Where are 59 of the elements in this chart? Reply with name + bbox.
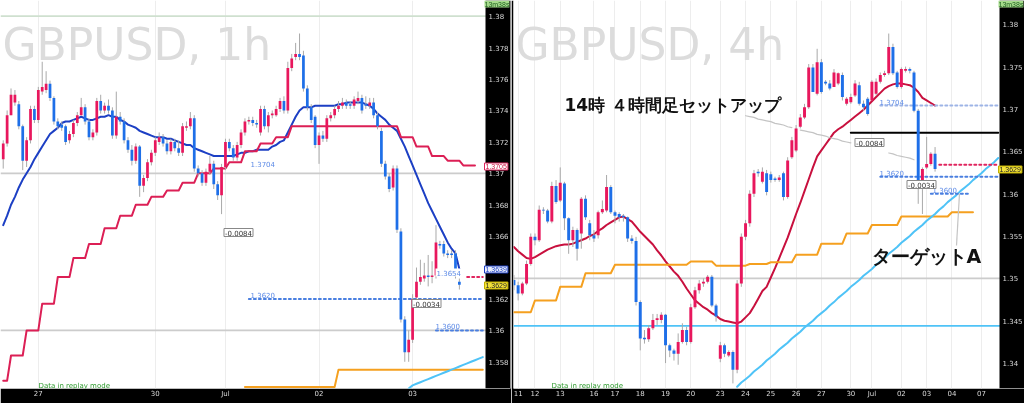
candlestick (765, 169, 769, 196)
candlestick (407, 329, 411, 363)
candlestick (584, 194, 587, 221)
candlestick (651, 313, 655, 331)
candlestick (114, 91, 118, 140)
candlestick (744, 219, 748, 241)
annotation: 14時 ４時間足セットアップ (564, 94, 783, 115)
candlestick (571, 226, 575, 248)
candlestick (773, 176, 777, 183)
candlestick (153, 136, 157, 157)
candlestick (558, 166, 562, 203)
candlestick (685, 326, 689, 346)
candlestick (731, 349, 735, 384)
candlestick (426, 254, 430, 287)
candlestick (259, 105, 262, 137)
candlestick (25, 136, 28, 168)
candlestick (305, 84, 309, 111)
candlestick (383, 160, 387, 181)
candlestick (866, 96, 870, 117)
candlestick (794, 124, 798, 153)
candlestick (752, 169, 756, 198)
candlestick (840, 72, 844, 101)
candlestick (575, 227, 579, 262)
candlestick (588, 219, 592, 241)
line-series (407, 356, 484, 389)
candlestick (567, 216, 571, 255)
candlestick (899, 66, 903, 90)
candlestick (525, 260, 529, 286)
candlestick (516, 281, 520, 301)
candlestick (596, 210, 600, 240)
candlestick (430, 260, 434, 284)
candlestick (99, 94, 103, 115)
candlestick (790, 136, 794, 160)
candlestick (146, 158, 149, 182)
candlestick (672, 348, 676, 362)
candlestick (605, 174, 609, 213)
candlestick (266, 111, 270, 133)
candlestick (263, 105, 266, 130)
candlestick (212, 160, 216, 190)
candlestick (933, 146, 937, 173)
candlestick (422, 262, 426, 283)
candlestick (554, 179, 558, 205)
candlestick (592, 229, 596, 243)
candlestick (64, 124, 67, 146)
candlestick (419, 259, 422, 286)
candlestick (415, 267, 418, 302)
candlestick (676, 332, 680, 366)
candlestick (216, 180, 220, 201)
candlestick (680, 322, 684, 345)
candlestick (718, 341, 722, 363)
annotation: ターゲットA (871, 244, 982, 267)
candlestick (626, 216, 630, 243)
candlestick (857, 81, 861, 107)
candlestick (134, 142, 138, 165)
candlestick (781, 171, 785, 201)
candlestick (925, 136, 929, 170)
candlestick (372, 97, 375, 119)
candlestick (438, 240, 442, 250)
candlestick (655, 313, 659, 326)
